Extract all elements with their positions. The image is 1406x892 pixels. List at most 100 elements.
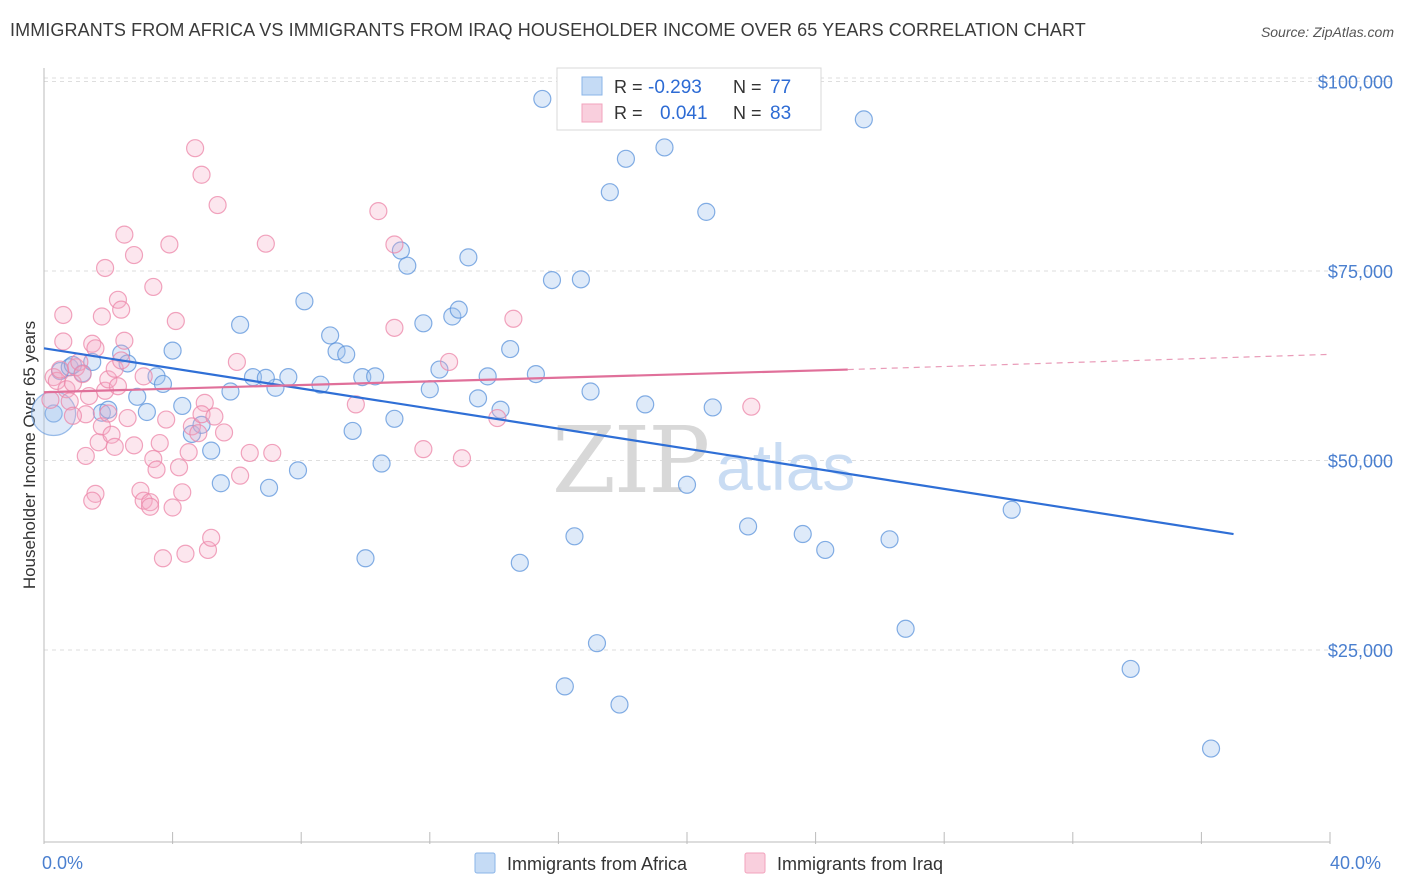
- point-africa-60: [610, 695, 629, 714]
- point-africa-50: [526, 364, 545, 384]
- point-africa-59: [616, 149, 636, 168]
- point-iraq-56: [227, 352, 246, 372]
- y-axis-label: Householder Income Over 65 years: [20, 321, 39, 589]
- point-africa-54: [565, 527, 584, 546]
- point-iraq-24: [118, 408, 137, 428]
- trend-line-iraq-extension: [847, 353, 1331, 371]
- source-credit: Source: ZipAtlas.com: [1260, 24, 1394, 40]
- point-africa-58: [600, 183, 619, 202]
- legend-r-value-africa: -0.293: [648, 77, 702, 98]
- y-tick-labels: $25,000 $50,000 $75,000 $100,000: [1318, 73, 1393, 662]
- legend-r-label-africa: R =: [614, 77, 643, 97]
- watermark: ZIP atlas: [552, 407, 855, 514]
- point-iraq-62: [124, 436, 144, 455]
- point-iraq-64: [144, 277, 163, 297]
- trend-line-africa: [43, 347, 1234, 536]
- legend-swatch-iraq: [581, 103, 603, 123]
- series-iraq-points: [41, 139, 761, 568]
- legend-swatch-africa: [581, 76, 603, 96]
- chart-title: IMMIGRANTS FROM AFRICA VS IMMIGRANTS FRO…: [10, 20, 1086, 40]
- x-axis: [43, 832, 1331, 844]
- point-africa-74: [1201, 739, 1221, 758]
- point-africa-65: [703, 398, 722, 417]
- bottom-legend-label-africa: Immigrants from Africa: [507, 854, 688, 874]
- point-iraq-81: [205, 407, 224, 426]
- point-africa-20: [231, 315, 250, 334]
- correlation-legend: R = -0.293 N = 77 R = 0.041 N = 83: [556, 67, 822, 131]
- point-africa-55: [571, 270, 591, 289]
- point-iraq-43: [169, 458, 189, 477]
- point-iraq-21: [108, 377, 128, 396]
- point-iraq-8: [67, 358, 86, 377]
- point-iraq-70: [439, 352, 459, 372]
- point-africa-30: [337, 345, 356, 364]
- point-iraq-48: [186, 139, 205, 158]
- gridlines: [44, 77, 1392, 651]
- point-iraq-45: [176, 544, 195, 563]
- x-tick-labels: 0.0% 40.0%: [42, 853, 1381, 873]
- point-africa-11: [147, 367, 166, 386]
- point-africa-40: [420, 380, 439, 399]
- point-iraq-51: [195, 393, 214, 412]
- bottom-legend-swatch-iraq: [744, 852, 766, 874]
- point-iraq-74: [742, 397, 761, 416]
- bottom-legend-swatch-africa: [474, 852, 496, 874]
- point-africa-36: [385, 409, 404, 428]
- point-africa-48: [501, 339, 520, 359]
- point-africa-46: [478, 367, 497, 386]
- point-iraq-3: [50, 360, 70, 379]
- point-iraq-68: [385, 318, 404, 337]
- point-africa-26: [295, 292, 314, 311]
- point-iraq-47: [182, 417, 201, 436]
- point-iraq-28: [108, 290, 128, 309]
- point-africa-28: [321, 326, 340, 345]
- point-africa-10: [137, 402, 156, 422]
- point-iraq-82: [231, 466, 250, 485]
- point-africa-13: [163, 341, 182, 360]
- point-africa-69: [854, 110, 873, 129]
- point-iraq-41: [163, 498, 182, 517]
- point-africa-45: [468, 389, 488, 408]
- y-tick-label-2: $75,000: [1328, 262, 1393, 282]
- point-iraq-46: [179, 443, 198, 462]
- point-africa-73: [1121, 659, 1140, 679]
- point-iraq-14: [86, 339, 105, 358]
- point-iraq-18: [99, 370, 118, 389]
- point-africa-41: [430, 360, 449, 379]
- point-iraq-66: [369, 202, 388, 221]
- point-africa-34: [356, 549, 375, 568]
- y-tick-label-3: $100,000: [1318, 73, 1393, 93]
- watermark-atlas: atlas: [716, 430, 855, 504]
- point-africa-51: [533, 89, 552, 109]
- point-africa-39: [414, 314, 433, 333]
- point-iraq-55: [214, 423, 234, 442]
- point-africa-68: [816, 540, 835, 560]
- point-iraq-27: [95, 258, 115, 278]
- point-africa-19: [221, 382, 240, 401]
- point-africa-35: [372, 454, 391, 473]
- point-africa-63: [677, 475, 697, 494]
- point-africa-24: [279, 368, 298, 387]
- point-iraq-35: [144, 449, 163, 469]
- point-africa-25: [288, 461, 308, 480]
- point-africa-66: [738, 517, 758, 536]
- point-iraq-0: [41, 390, 60, 409]
- point-iraq-44: [173, 483, 192, 502]
- point-africa-70: [880, 530, 899, 549]
- point-iraq-29: [112, 300, 131, 319]
- point-africa-57: [587, 634, 607, 653]
- point-iraq-38: [153, 549, 173, 568]
- point-iraq-61: [83, 491, 102, 510]
- trend-lines: [43, 347, 1331, 536]
- point-africa-44: [459, 248, 478, 267]
- point-africa-56: [581, 382, 600, 401]
- point-iraq-58: [256, 234, 275, 253]
- legend-n-value-africa: 77: [770, 77, 791, 98]
- point-iraq-71: [452, 449, 472, 468]
- point-iraq-49: [189, 424, 208, 443]
- point-africa-17: [202, 441, 221, 460]
- point-iraq-54: [208, 195, 227, 215]
- point-iraq-23: [115, 331, 134, 350]
- point-africa-4: [83, 352, 102, 372]
- point-africa-38: [398, 256, 417, 275]
